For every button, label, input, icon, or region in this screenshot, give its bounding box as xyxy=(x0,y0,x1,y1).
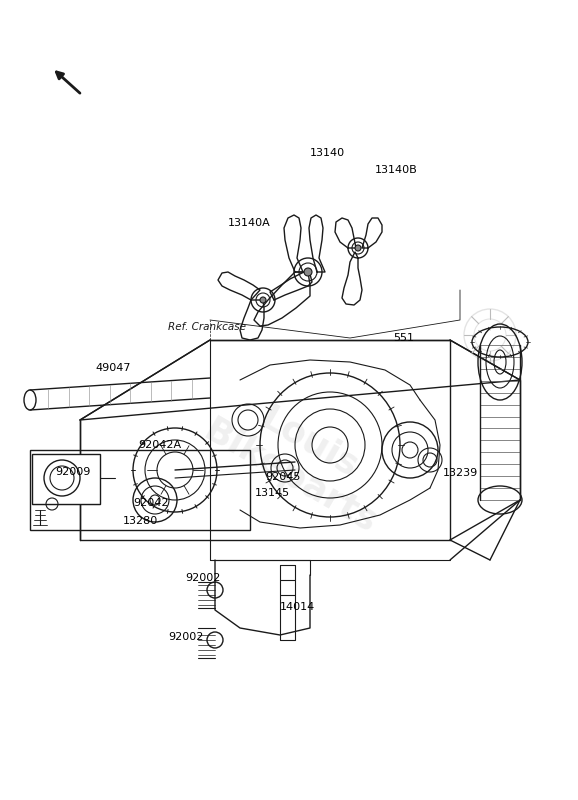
Text: 551: 551 xyxy=(393,333,414,343)
Text: 92009: 92009 xyxy=(55,467,90,477)
Ellipse shape xyxy=(260,297,266,303)
Text: 92045: 92045 xyxy=(265,472,301,482)
Text: 13145: 13145 xyxy=(255,488,290,498)
Text: 92042A: 92042A xyxy=(138,440,181,450)
Text: Louis
Bikeparts: Louis Bikeparts xyxy=(198,380,402,540)
Text: 13280: 13280 xyxy=(123,516,158,526)
Ellipse shape xyxy=(304,268,312,276)
Text: 13140B: 13140B xyxy=(375,165,418,175)
Text: 49047: 49047 xyxy=(95,363,131,373)
Bar xyxy=(32,454,100,504)
Text: 92002: 92002 xyxy=(168,632,203,642)
Text: 92042: 92042 xyxy=(133,498,169,508)
Ellipse shape xyxy=(355,245,361,251)
Text: 13140A: 13140A xyxy=(228,218,271,228)
Text: Ref. Crankcase: Ref. Crankcase xyxy=(168,322,246,332)
Text: 14014: 14014 xyxy=(280,602,315,612)
Text: 92002: 92002 xyxy=(185,573,220,583)
Text: 13140: 13140 xyxy=(310,148,345,158)
Text: 13239: 13239 xyxy=(443,468,478,478)
Bar xyxy=(30,450,250,530)
